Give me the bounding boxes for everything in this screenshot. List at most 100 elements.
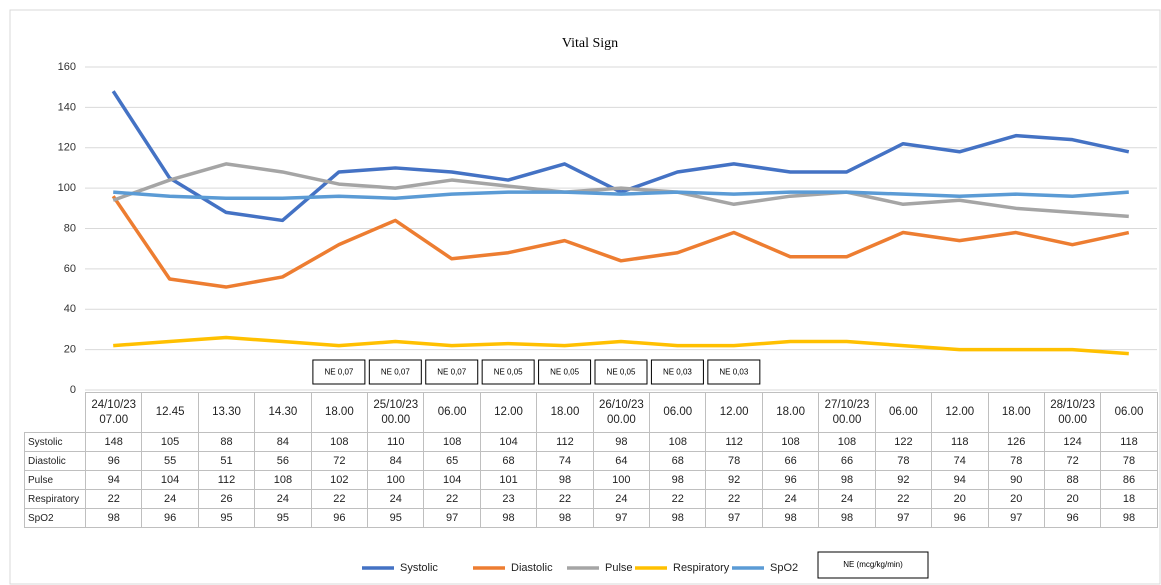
table-row: Pulse 94 104 112 108 102 100 104 101 98 100 98 92 96 9…	[24, 470, 1158, 490]
table-cell: 51	[197, 451, 256, 471]
x-tick-label: 24/10/23 07.00	[84, 392, 143, 433]
table-cell: 56	[254, 451, 312, 471]
table-cell: 98	[818, 470, 876, 490]
table-cell: 78	[1100, 451, 1158, 471]
table-cell: 68	[479, 451, 538, 471]
table-cell: 96	[1043, 508, 1102, 528]
table-cell: 24	[592, 489, 651, 509]
infusion-legend-box	[817, 551, 929, 579]
table-cell: 78	[987, 451, 1045, 471]
table-cell: 95	[197, 508, 256, 528]
table-cell: 24	[761, 489, 820, 509]
table-cell: 66	[818, 451, 876, 471]
infusion-box	[368, 359, 422, 385]
table-cell: 148	[84, 432, 143, 452]
table-cell: 96	[761, 470, 820, 490]
table-cell: 122	[874, 432, 933, 452]
table-cell: 84	[367, 451, 425, 471]
x-tick-label: 12.00	[479, 392, 538, 433]
infusion-box	[538, 359, 592, 385]
table-cell: 24	[818, 489, 876, 509]
table-cell: 102	[310, 470, 369, 490]
table-cell: 74	[536, 451, 594, 471]
x-tick-label: 18.00	[761, 392, 820, 433]
series-line	[111, 90, 1130, 223]
x-tick-label: 06.00	[874, 392, 933, 433]
table-cell: 22	[536, 489, 594, 509]
table-cell: 96	[310, 508, 369, 528]
legend-label: Respiratory	[673, 562, 730, 574]
x-tick-label: 13.30	[197, 392, 256, 433]
table-cell: 88	[197, 432, 256, 452]
table-cell: 65	[423, 451, 481, 471]
infusion-box	[650, 359, 704, 385]
row-label: Diastolic	[24, 451, 86, 471]
table-cell: 92	[874, 470, 933, 490]
table-cell: 97	[705, 508, 763, 528]
table-cell: 98	[479, 508, 538, 528]
infusion-box	[707, 359, 761, 385]
legend-label: SpO2	[770, 562, 798, 574]
table-cell: 96	[931, 508, 989, 528]
table-cell: 26	[197, 489, 256, 509]
table-cell: 22	[84, 489, 143, 509]
x-tick-label: 27/10/23 00.00	[818, 392, 876, 433]
infusion-legend-label: NE (mcg/kg/min)	[843, 560, 903, 569]
infusion-box	[312, 359, 366, 385]
x-tick-label: 06.00	[423, 392, 481, 433]
infusion-label: NE 0,07	[437, 368, 466, 377]
infusion-label: NE 0,03	[663, 368, 692, 377]
table-row: Systolic 148 105 88 84 108 110 108 104 112 98 108 11…	[24, 432, 1158, 452]
series-line	[112, 162, 1129, 219]
table-cell: 96	[84, 451, 143, 471]
table-cell: 112	[705, 432, 763, 452]
table-cell: 101	[479, 470, 538, 490]
table-cell: 98	[649, 508, 707, 528]
row-label: Respiratory	[24, 489, 86, 509]
table-cell: 55	[141, 451, 199, 471]
series-line	[111, 195, 1130, 289]
x-tick-label: 06.00	[649, 392, 707, 433]
x-tick-label: 18.00	[310, 392, 369, 433]
y-tick-label: 60	[64, 263, 76, 275]
table-cell: 96	[141, 508, 199, 528]
table-cell: 97	[874, 508, 933, 528]
table-cell: 98	[818, 508, 876, 528]
table-cell: 95	[254, 508, 312, 528]
table-cell: 86	[1100, 470, 1158, 490]
table-cell: 118	[1100, 432, 1158, 452]
infusion-label: NE 0,05	[494, 368, 523, 377]
table-cell: 108	[761, 432, 820, 452]
table-cell: 24	[141, 489, 199, 509]
y-tick-label: 160	[58, 61, 76, 73]
table-cell: 104	[141, 470, 199, 490]
table-cell: 64	[592, 451, 651, 471]
table-cell: 94	[931, 470, 989, 490]
y-tick-label: 0	[70, 384, 76, 396]
infusion-label: NE 0,05	[607, 368, 636, 377]
chart-frame	[9, 9, 1161, 585]
table-cell: 124	[1043, 432, 1102, 452]
table-cell: 22	[310, 489, 369, 509]
table-cell: 126	[987, 432, 1045, 452]
table-cell: 105	[141, 432, 199, 452]
x-tick-label: 18.00	[536, 392, 594, 433]
infusion-box	[594, 359, 648, 385]
x-tick-label: 06.00	[1100, 392, 1158, 433]
row-label: SpO2	[24, 508, 86, 528]
y-tick-label: 140	[58, 101, 76, 113]
table-cell: 98	[536, 470, 594, 490]
series-line	[113, 335, 1129, 356]
table-cell: 72	[310, 451, 369, 471]
table-cell: 68	[649, 451, 707, 471]
table-cell: 94	[84, 470, 143, 490]
table-cell: 98	[1100, 508, 1158, 528]
table-cell: 90	[987, 470, 1045, 490]
infusion-label: NE 0,03	[719, 368, 748, 377]
table-cell: 98	[536, 508, 594, 528]
table-cell: 104	[479, 432, 538, 452]
table-cell: 98	[649, 470, 707, 490]
x-tick-label: 12.00	[931, 392, 989, 433]
table-row: Diastolic 96 55 51 56 72 84 65 68 74 64 68 78 66 66 78 7…	[24, 451, 1158, 471]
